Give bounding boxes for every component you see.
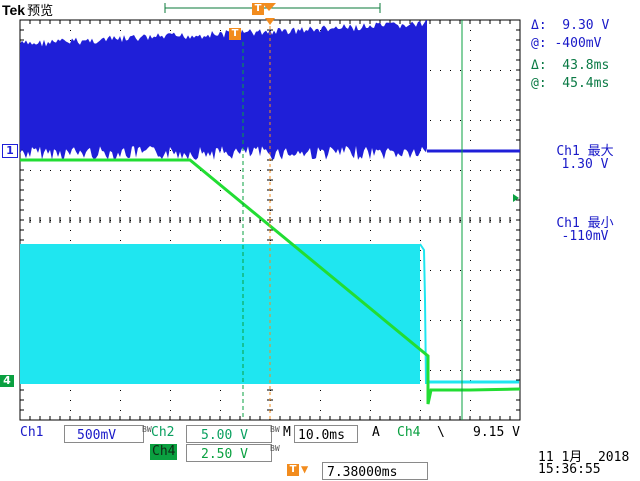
timebase-label: M [283, 425, 291, 440]
ch2-label[interactable]: Ch2 [151, 425, 175, 440]
trigger-pos-icon: T [287, 464, 299, 476]
trigger-level[interactable]: 9.15 V [473, 425, 520, 440]
ch1-scale: 500mV [77, 428, 117, 443]
trigger-pos-value: 7.38000ms [327, 465, 398, 480]
timebase-value: 10.0ms [298, 428, 345, 443]
ch1-label[interactable]: Ch1 [20, 425, 44, 440]
ch4-scale-box[interactable]: 2.50 V [186, 444, 272, 462]
ch2-waveform [20, 158, 521, 405]
ch1-max-value: 1.30 V [561, 157, 609, 172]
record-view-bar [164, 3, 381, 13]
ch4-waveform [20, 243, 519, 385]
ch4-bw-limit: BW [270, 444, 280, 453]
ch1-ground-marker[interactable]: 1 [2, 144, 18, 158]
trigger-source[interactable]: Ch4 [397, 425, 421, 440]
brand-logo: Tek [2, 2, 26, 18]
ch4-label[interactable]: Ch4 [150, 444, 178, 460]
date-display: 11 1月 2018 [538, 450, 630, 465]
trigger-slope-icon: \ [437, 425, 445, 440]
at-time: @: 45.4ms [531, 76, 610, 91]
trigger-level-arrow[interactable] [513, 194, 519, 202]
time-display: 15:36:55 [538, 462, 601, 477]
ch1-waveform [20, 20, 520, 160]
trigger-marker[interactable]: T [229, 28, 241, 40]
ch2-scale: 5.00 V [201, 428, 248, 443]
ch1-max-label: Ch1 最大 [556, 144, 614, 159]
at-voltage: @: -400mV [531, 36, 602, 51]
ch2-bw-limit: BW [270, 425, 280, 434]
trigger-pos-box[interactable]: 7.38000ms [322, 462, 428, 480]
trigger-mode-label: A [372, 425, 380, 440]
trigger-pos-arrow-icon: ▼ [301, 462, 309, 476]
ch1-scale-box[interactable]: 500mV [64, 425, 144, 443]
ch2-scale-box[interactable]: 5.00 V [186, 425, 272, 443]
acquisition-mode: 预览 [27, 3, 54, 18]
ch4-scale: 2.50 V [201, 447, 248, 462]
delta-time: Δ: 43.8ms [531, 58, 610, 73]
ch1-min-value: -110mV [561, 229, 609, 244]
record-trigger-marker: T [252, 3, 264, 15]
trigger-position-arrow[interactable] [265, 18, 275, 25]
ch4-ground-marker[interactable]: 4 [0, 375, 14, 387]
timebase-box[interactable]: 10.0ms [294, 425, 358, 443]
ch1-bw-limit: BW [142, 425, 152, 434]
delta-voltage: Δ: 9.30 V [531, 18, 610, 33]
tek-brand: Tek 预览 [2, 0, 53, 19]
ch1-min-label: Ch1 最小 [556, 216, 614, 231]
